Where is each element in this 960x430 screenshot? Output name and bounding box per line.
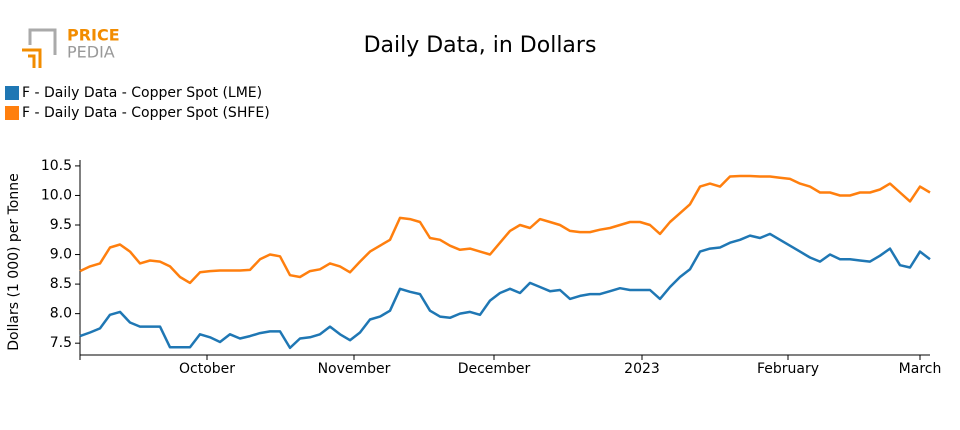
y-tick-label: 7.5 [50,335,72,351]
y-tick-label: 8.5 [50,276,72,292]
chart-title: Daily Data, in Dollars [364,33,597,58]
logo-text: PEDIA [67,43,115,62]
y-tick-label: 10.0 [41,187,72,203]
legend-swatch [5,106,19,120]
x-tick-label: March [899,361,942,377]
legend-swatch [5,86,19,100]
x-tick-label: December [458,361,531,377]
x-tick-label: 2023 [624,361,660,377]
logo-mark [22,48,42,68]
legend-label: F - Daily Data - Copper Spot (LME) [22,85,262,101]
y-tick-label: 9.5 [50,217,72,233]
logo-mark [28,28,57,55]
logo-text: PRICE [67,26,120,45]
series-line [79,232,931,350]
y-tick-label: 10.5 [41,158,72,174]
y-axis-label: Dollars (1 000) per Tonne [6,173,22,350]
y-tick-label: 8.0 [50,306,72,322]
x-tick-label: November [318,361,391,377]
x-tick-label: October [179,361,235,377]
y-tick-label: 9.0 [50,247,72,263]
legend-label: F - Daily Data - Copper Spot (SHFE) [22,105,270,121]
logo: PRICE PEDIA [22,26,120,68]
x-tick-label: February [757,361,819,377]
series-line [79,174,931,285]
